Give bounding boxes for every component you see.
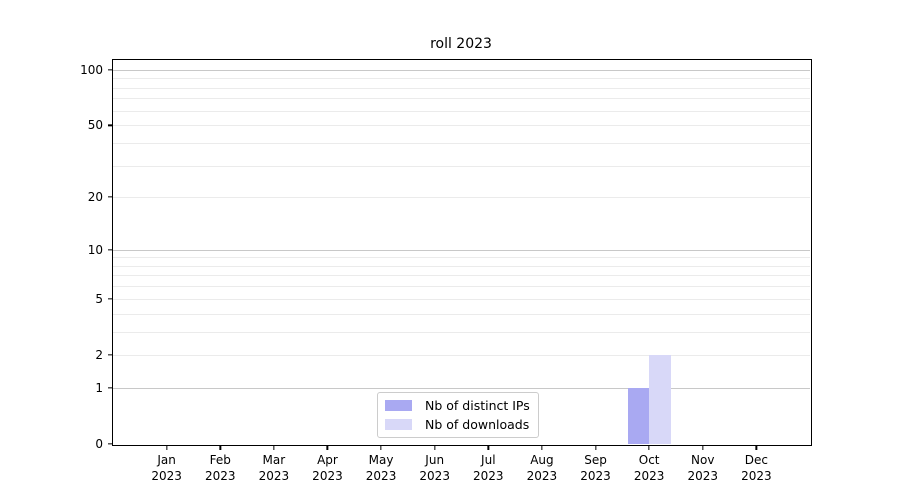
gridline-minor-80	[113, 87, 810, 89]
gridline-minor-60	[113, 110, 810, 112]
x-tick-month: May	[368, 453, 394, 467]
x-tick-month: Oct	[638, 453, 660, 467]
bar-nb-of-downloads-oct-2023	[649, 354, 671, 444]
x-tick-year: 2023	[741, 469, 772, 483]
x-tick-jul	[487, 445, 489, 450]
gridline-minor-90	[113, 78, 810, 80]
x-tick-label-may: May 2023	[366, 452, 397, 484]
legend-item-distinct-ips: Nb of distinct IPs	[385, 398, 530, 413]
x-tick-label-mar: Mar 2023	[259, 452, 290, 484]
x-tick-month: Aug	[530, 453, 554, 467]
x-tick-label-sep: Sep 2023	[580, 452, 611, 484]
y-tick-label-10: 10	[87, 242, 103, 257]
legend-label-downloads: Nb of downloads	[425, 417, 530, 432]
x-tick-month: Nov	[691, 453, 715, 467]
x-tick-label-jan: Jan 2023	[151, 452, 182, 484]
gridline-major-10	[113, 249, 810, 251]
legend-swatch-distinct-ips-icon	[385, 400, 412, 411]
y-tick-label-5: 5	[95, 291, 103, 306]
x-tick-month: Apr	[317, 453, 338, 467]
x-tick-label-oct: Oct 2023	[634, 452, 665, 484]
gridline-major-100	[113, 69, 810, 71]
y-tick-label-1: 1	[95, 380, 103, 395]
x-tick-label-aug: Aug 2023	[527, 452, 558, 484]
x-tick-feb	[219, 445, 221, 450]
x-tick-sep	[594, 445, 597, 450]
x-tick-apr	[326, 445, 329, 450]
gridline-minor-7	[113, 275, 810, 277]
plot-area: Dec 2023 Nov 2023 Oct 2023 Sep 2023 Aug 2023 Jul 20…	[80, 58, 812, 483]
x-tick-year: 2023	[365, 469, 397, 483]
gridline-minor-2	[113, 354, 810, 356]
gridline-major-1	[113, 387, 810, 389]
x-tick-year: 2023	[312, 469, 343, 483]
x-tick-year: 2023	[633, 469, 665, 483]
x-tick-year: 2023	[580, 469, 611, 483]
x-tick-year: 2023	[151, 469, 182, 483]
x-tick-year: 2023	[258, 469, 290, 483]
legend: Nb of distinct IPs Nb of downloads	[377, 392, 539, 438]
gridline-minor-50	[113, 125, 810, 127]
x-tick-month: Jul	[481, 453, 496, 467]
bar-nb-of-distinct-ips-oct-2023	[627, 387, 650, 444]
legend-item-downloads: Nb of downloads	[385, 417, 530, 432]
x-tick-oct	[648, 445, 650, 450]
x-tick-label-jul: Jul 2023	[473, 452, 504, 484]
gridline-minor-6	[113, 286, 810, 288]
x-tick-may	[380, 445, 382, 450]
x-tick-label-dec: Dec 2023	[741, 452, 772, 484]
x-tick-jan	[165, 445, 168, 450]
y-tick-label-0: 0	[95, 437, 103, 451]
y-tick-label-100: 100	[80, 62, 103, 77]
x-tick-year: 2023	[687, 469, 719, 483]
gridline-minor-30	[113, 165, 810, 167]
y-tick-100	[107, 69, 112, 71]
x-tick-dec	[755, 445, 758, 450]
legend-swatch-downloads-icon	[385, 419, 412, 430]
x-tick-year: 2023	[204, 469, 236, 483]
y-tick-label-2: 2	[95, 347, 103, 362]
y-tick-50	[107, 124, 112, 126]
x-tick-month: Feb	[209, 453, 231, 467]
gridline-minor-5	[113, 298, 810, 300]
y-tick-1	[107, 387, 112, 389]
x-tick-jun	[434, 445, 436, 450]
y-tick-label-20: 20	[87, 190, 103, 205]
x-tick-month: Mar	[262, 453, 286, 467]
gridline-minor-20	[113, 197, 810, 199]
x-tick-nov	[702, 445, 704, 450]
gridline-minor-40	[113, 142, 810, 144]
x-tick-aug	[541, 445, 543, 450]
y-tick-label-50: 50	[87, 118, 103, 133]
gridline-minor-4	[113, 313, 810, 315]
chart-title: roll 2023	[430, 36, 492, 52]
x-tick-month: Jun	[425, 453, 445, 467]
x-tick-mar	[273, 445, 275, 450]
x-tick-month: Jan	[157, 453, 176, 467]
x-tick-year: 2023	[473, 469, 504, 483]
y-tick-20	[107, 196, 112, 198]
y-tick-0	[107, 443, 112, 445]
gridline-minor-8	[113, 265, 810, 267]
x-tick-label-nov: Nov 2023	[687, 452, 718, 484]
x-tick-label-apr: Apr 2023	[312, 452, 343, 484]
x-tick-year: 2023	[526, 469, 558, 483]
y-tick-5	[107, 298, 112, 300]
x-tick-label-jun: Jun 2023	[419, 452, 450, 484]
gridline-minor-70	[113, 98, 810, 100]
y-tick-10	[107, 248, 112, 251]
gridline-minor-3	[113, 331, 810, 333]
x-tick-month: Sep	[584, 453, 607, 467]
legend-label-distinct-ips: Nb of distinct IPs	[425, 398, 530, 413]
x-tick-year: 2023	[419, 469, 450, 483]
gridline-minor-9	[113, 257, 810, 259]
x-tick-month: Dec	[744, 453, 768, 467]
x-tick-label-feb: Feb 2023	[205, 452, 236, 484]
y-tick-2	[107, 354, 112, 356]
